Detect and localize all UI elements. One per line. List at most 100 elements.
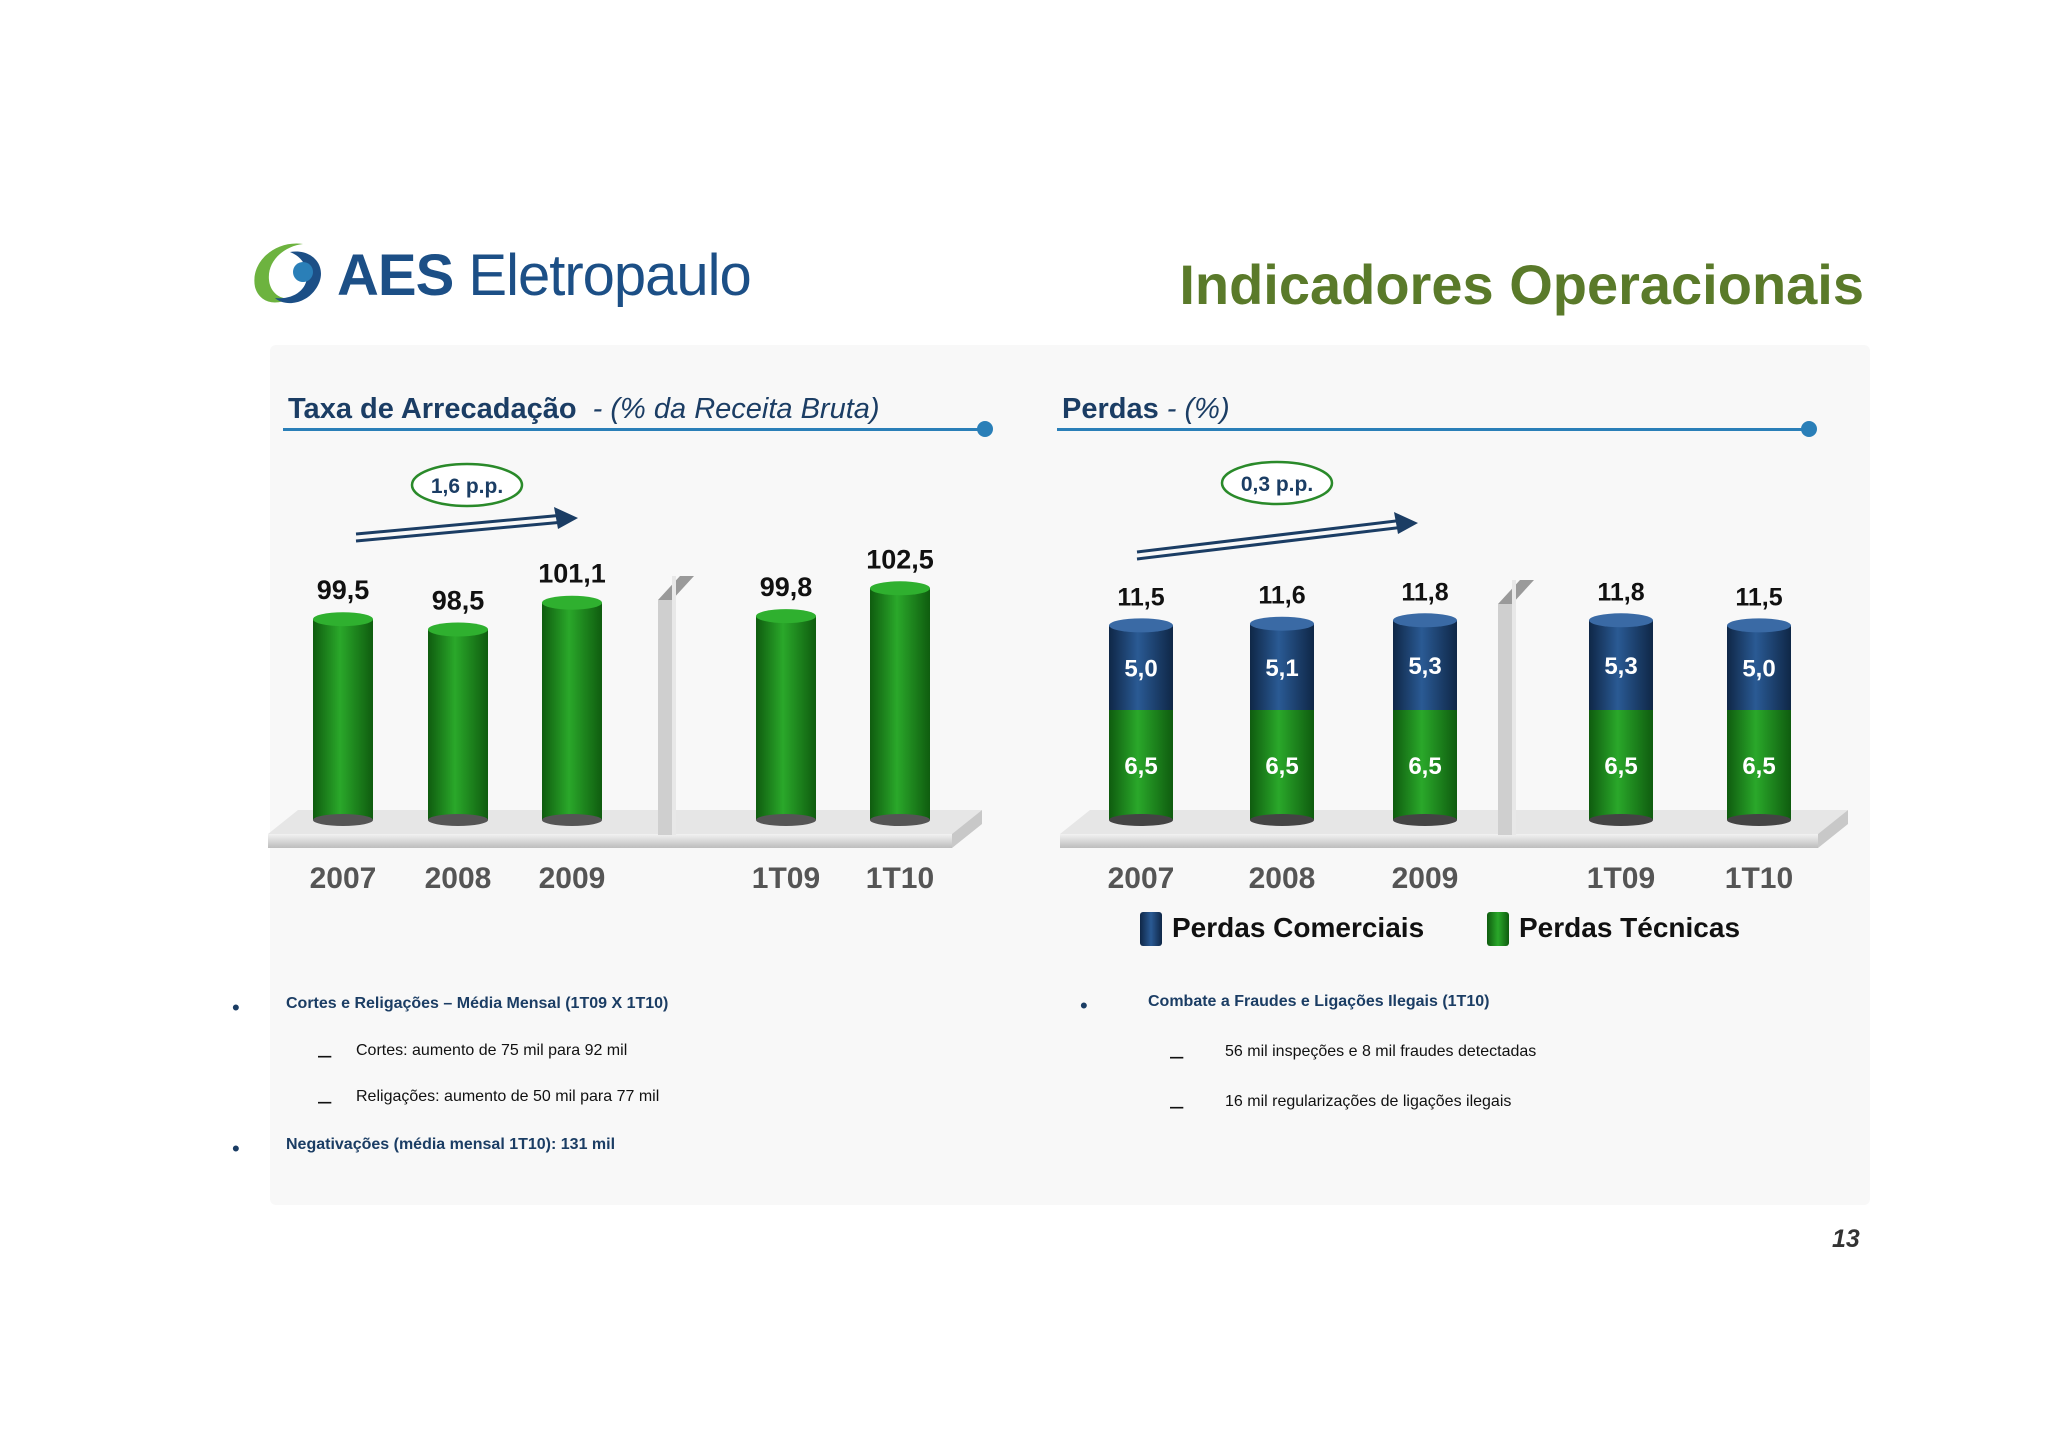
bar-cap-1T10 <box>1727 618 1791 633</box>
bar-2007-cap <box>313 612 373 627</box>
bar-tecnicas-2009 <box>1393 710 1457 820</box>
aes-eletropaulo-logo: AES Eletropaulo <box>245 232 752 322</box>
left-divider-shade <box>672 576 676 835</box>
bar-1T09-base <box>756 814 816 826</box>
chart-right-underline-dot <box>1801 421 1817 437</box>
x-tick-1T10: 1T10 <box>866 862 934 895</box>
seg-label-comerciais-2007: 5,0 <box>1124 656 1157 683</box>
bar-tecnicas-2008 <box>1250 710 1314 820</box>
seg-label-tecnicas-1T09: 6,5 <box>1604 753 1637 780</box>
seg-label-comerciais-1T09: 5,3 <box>1604 653 1637 680</box>
right-floor-front <box>1060 834 1818 848</box>
seg-label-tecnicas-2009: 6,5 <box>1408 753 1441 780</box>
bar-1T10-base <box>870 814 930 826</box>
right-trend-arrow-head <box>1394 512 1418 534</box>
right-divider-post <box>1498 604 1512 835</box>
total-label-1T10: 11,5 <box>1735 583 1782 611</box>
seg-label-tecnicas-1T10: 6,5 <box>1742 753 1775 780</box>
bar-base-2009 <box>1393 814 1457 826</box>
bar-2008-base <box>428 814 488 826</box>
seg-label-comerciais-1T10: 5,0 <box>1742 656 1775 683</box>
bar-cap-1T09 <box>1589 613 1653 628</box>
bar-2008-cap <box>428 622 488 637</box>
x-tick-2009: 2009 <box>1392 862 1459 895</box>
bullet-combate-fraudes: Combate a Fraudes e Ligações Ilegais (1T… <box>1148 993 1490 1010</box>
logo-text: AES Eletropaulo <box>337 243 752 308</box>
bar-base-2008 <box>1250 814 1314 826</box>
data-label-2008: 98,5 <box>432 585 485 615</box>
page-number: 13 <box>1832 1225 1860 1253</box>
bullet-cortes-religacoes: Cortes e Religações – Média Mensal (1T09… <box>286 995 669 1012</box>
x-tick-1T09: 1T09 <box>752 862 820 895</box>
legend-label-tecnicas: Perdas Técnicas <box>1519 912 1741 943</box>
bullet-inspecoes: 56 mil inspeções e 8 mil fraudes detecta… <box>1225 1043 1537 1060</box>
bar-tecnicas-2007 <box>1109 710 1173 820</box>
bar-base-2007 <box>1109 814 1173 826</box>
x-tick-2009: 2009 <box>539 862 606 895</box>
seg-label-comerciais-2009: 5,3 <box>1408 653 1441 680</box>
bar-cap-2009 <box>1393 613 1457 628</box>
legend-label-comerciais: Perdas Comerciais <box>1172 912 1425 943</box>
bar-1T09-cap <box>756 609 816 624</box>
bullet-dash: – <box>318 1088 332 1115</box>
bar-2009-body <box>542 602 602 820</box>
data-label-2007: 99,5 <box>317 575 370 605</box>
bar-comerciais-2008 <box>1250 623 1314 710</box>
chart-right-underline <box>1057 428 1807 431</box>
right-trend-arrow-line-a <box>1136 518 1405 554</box>
total-label-1T09: 11,8 <box>1597 578 1644 606</box>
bar-tecnicas-1T10 <box>1727 710 1791 820</box>
bullet-dot: • <box>1080 993 1088 1018</box>
bar-comerciais-1T10 <box>1727 625 1791 710</box>
x-tick-1T09: 1T09 <box>1587 862 1655 895</box>
right-annotation-ellipse <box>1220 460 1334 506</box>
bar-cap-2008 <box>1250 616 1314 631</box>
aes-swirl-icon <box>254 243 321 304</box>
bullet-dash: – <box>1170 1093 1184 1120</box>
page-title: Indicadores Operacionais <box>1179 253 1864 316</box>
x-tick-2007: 2007 <box>1108 862 1175 895</box>
bar-2007-body <box>313 619 373 820</box>
legend-swatch-comerciais <box>1140 912 1162 946</box>
bullet-cortes: Cortes: aumento de 75 mil para 92 mil <box>356 1042 628 1059</box>
left-trend-arrow-line-b <box>355 520 565 543</box>
right-divider-shade <box>1512 580 1516 835</box>
arrecadacao-chart: 99,5 2007 98,5 2008 101,1 2009 99,8 1T09 102,5 1T… <box>268 462 982 895</box>
x-tick-2008: 2008 <box>1249 862 1316 895</box>
bar-1T09-body <box>756 616 816 820</box>
chart-right-heading: Perdas - (%) <box>1062 393 1230 425</box>
data-label-1T10: 102,5 <box>866 544 934 574</box>
bar-1T10-body <box>870 588 930 820</box>
bar-2009-base <box>542 814 602 826</box>
x-tick-1T10: 1T10 <box>1725 862 1793 895</box>
right-floor-side <box>1818 810 1848 848</box>
total-label-2009: 11,8 <box>1401 578 1448 606</box>
bullet-religacoes: Religações: aumento de 50 mil para 77 mi… <box>356 1088 660 1105</box>
perdas-chart: 6,5 5,0 11,5 2007 6,5 5,1 11,6 2008 6,5 5,3 11,8 20… <box>1060 460 1848 895</box>
seg-label-comerciais-2008: 5,1 <box>1265 655 1298 682</box>
bar-base-1T10 <box>1727 814 1791 826</box>
bullet-dash: – <box>318 1042 332 1069</box>
x-tick-2007: 2007 <box>310 862 377 895</box>
data-label-2009: 101,1 <box>538 559 606 589</box>
bar-base-1T09 <box>1589 814 1653 826</box>
bar-2007-base <box>313 814 373 826</box>
chart-left-underline <box>283 428 983 431</box>
bar-comerciais-2007 <box>1109 625 1173 710</box>
left-divider-post <box>658 600 672 835</box>
total-label-2007: 11,5 <box>1117 583 1164 611</box>
left-floor-side <box>952 810 982 848</box>
chart-left-heading: Taxa de Arrecadação - (% da Receita Brut… <box>288 393 880 425</box>
total-label-2008: 11,6 <box>1258 582 1305 610</box>
bar-comerciais-1T09 <box>1589 620 1653 710</box>
bullet-dot: • <box>232 995 240 1020</box>
bar-comerciais-2009 <box>1393 620 1457 710</box>
bullet-dot: • <box>232 1136 240 1161</box>
bar-tecnicas-1T09 <box>1589 710 1653 820</box>
left-annotation-label: 1,6 p.p. <box>431 475 503 498</box>
left-annotation-ellipse <box>410 462 524 508</box>
data-label-1T09: 99,8 <box>760 572 813 602</box>
legend-swatch-tecnicas <box>1487 912 1509 946</box>
right-annotation-label: 0,3 p.p. <box>1241 473 1313 496</box>
bar-2008-body <box>428 629 488 820</box>
